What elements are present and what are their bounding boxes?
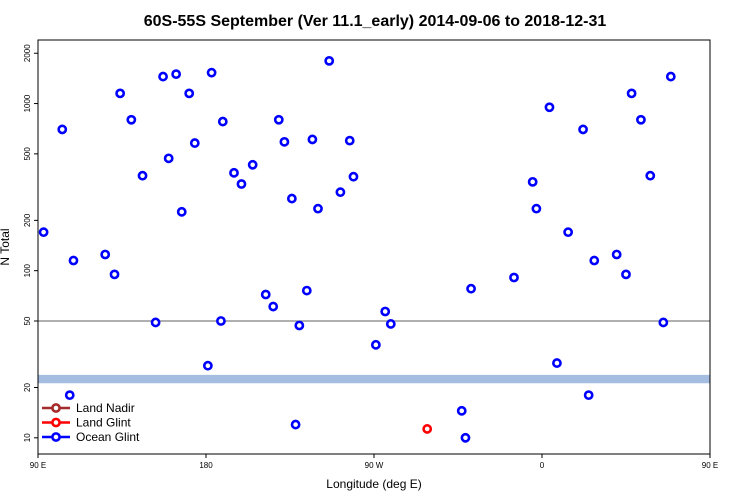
data-point-ocean-glint-26 xyxy=(279,136,290,147)
data-point-ocean-glint-4 xyxy=(100,249,111,260)
data-point-ocean-glint-7 xyxy=(126,114,137,125)
y-tick-label: 200 xyxy=(23,213,32,227)
data-point-ocean-glint-54 xyxy=(626,88,637,99)
chart-title: 60S-55S September (Ver 11.1_early) 2014-… xyxy=(144,13,607,30)
legend-marker xyxy=(51,432,61,442)
data-point-ocean-glint-33 xyxy=(324,55,335,66)
legend-label: Land Glint xyxy=(76,416,131,430)
data-point-ocean-glint-40 xyxy=(456,405,467,416)
data-point-ocean-glint-38 xyxy=(380,306,391,317)
data-point-ocean-glint-0 xyxy=(38,227,49,238)
data-point-ocean-glint-53 xyxy=(621,269,631,280)
data-point-ocean-glint-52 xyxy=(611,249,622,260)
x-axis: 90 E 180 90 W 0 90 E xyxy=(30,454,718,470)
x-tick-label: 90 E xyxy=(702,461,718,470)
data-point-ocean-glint-9 xyxy=(150,317,161,328)
data-point-ocean-glint-34 xyxy=(335,187,346,198)
x-tick-label: 90 E xyxy=(30,461,46,470)
data-point-ocean-glint-29 xyxy=(294,320,305,331)
data-point-ocean-glint-2 xyxy=(64,390,75,401)
data-point-ocean-glint-44 xyxy=(527,176,538,187)
data-point-ocean-glint-27 xyxy=(286,193,297,204)
data-point-ocean-glint-56 xyxy=(645,170,656,181)
data-point-ocean-glint-5 xyxy=(109,269,120,280)
data-point-ocean-glint-51 xyxy=(589,255,600,266)
data-point-ocean-glint-13 xyxy=(176,206,187,217)
data-point-ocean-glint-20 xyxy=(229,167,239,178)
data-point-ocean-glint-17 xyxy=(206,67,217,78)
data-point-ocean-glint-57 xyxy=(658,317,669,328)
data-point-ocean-glint-31 xyxy=(307,134,318,145)
legend-marker xyxy=(51,403,61,413)
data-point-ocean-glint-10 xyxy=(158,71,168,82)
data-point-ocean-glint-43 xyxy=(509,272,519,283)
data-point-ocean-glint-45 xyxy=(531,203,542,214)
data-point-ocean-glint-41 xyxy=(460,432,471,443)
data-point-ocean-glint-35 xyxy=(344,135,355,146)
legend-label: Ocean Glint xyxy=(76,430,140,444)
data-point-ocean-glint-42 xyxy=(466,283,476,294)
data-point-ocean-glint-50 xyxy=(583,390,594,401)
x-tick-label: 90 W xyxy=(365,461,384,470)
data-point-ocean-glint-49 xyxy=(578,124,588,135)
data-point-ocean-glint-23 xyxy=(260,289,271,300)
data-point-ocean-glint-30 xyxy=(301,285,312,296)
data-point-ocean-glint-11 xyxy=(163,153,174,164)
y-axis-label: N Total xyxy=(0,228,12,265)
data-point-ocean-glint-19 xyxy=(217,116,228,127)
x-axis-label: Longitude (deg E) xyxy=(326,477,421,491)
data-point-ocean-glint-16 xyxy=(202,360,213,371)
y-tick-label: 1000 xyxy=(23,94,32,112)
data-point-ocean-glint-21 xyxy=(236,179,247,189)
x-tick-label: 180 xyxy=(199,461,213,470)
data-point-ocean-glint-25 xyxy=(273,114,284,125)
plot-area xyxy=(38,55,710,443)
data-point-ocean-glint-1 xyxy=(57,124,68,135)
y-tick-label: 100 xyxy=(23,263,32,277)
data-point-ocean-glint-36 xyxy=(348,171,359,182)
data-point-ocean-glint-15 xyxy=(189,138,200,148)
legend-label: Land Nadir xyxy=(76,401,135,415)
data-point-ocean-glint-18 xyxy=(216,316,226,326)
data-point-ocean-glint-14 xyxy=(184,88,195,99)
data-point-ocean-glint-6 xyxy=(115,88,126,99)
data-point-land-glint-0 xyxy=(422,424,433,434)
data-point-ocean-glint-12 xyxy=(171,69,182,80)
data-point-ocean-glint-46 xyxy=(544,102,555,113)
legend-marker xyxy=(51,417,61,428)
y-axis: 10 20 50 100 200 500 1000 2000 xyxy=(23,44,38,442)
data-point-ocean-glint-24 xyxy=(268,301,279,312)
data-point-ocean-glint-48 xyxy=(563,227,574,238)
data-point-ocean-glint-8 xyxy=(137,170,148,181)
data-point-ocean-glint-28 xyxy=(290,419,301,430)
y-tick-label: 2000 xyxy=(23,44,32,62)
data-point-ocean-glint-58 xyxy=(665,71,676,82)
data-point-ocean-glint-55 xyxy=(636,114,646,125)
data-point-ocean-glint-22 xyxy=(247,159,258,170)
data-point-ocean-glint-47 xyxy=(552,358,562,368)
data-point-ocean-glint-37 xyxy=(370,339,381,350)
x-tick-label: 0 xyxy=(540,461,545,470)
y-tick-label: 10 xyxy=(23,433,32,442)
plot-frame xyxy=(37,39,711,455)
data-point-ocean-glint-39 xyxy=(385,319,396,329)
y-tick-label: 50 xyxy=(23,316,32,325)
y-tick-label: 500 xyxy=(23,147,32,161)
data-point-ocean-glint-32 xyxy=(313,203,323,214)
highlight-band xyxy=(38,374,710,384)
y-tick-label: 20 xyxy=(23,382,32,391)
data-point-ocean-glint-3 xyxy=(68,255,79,266)
